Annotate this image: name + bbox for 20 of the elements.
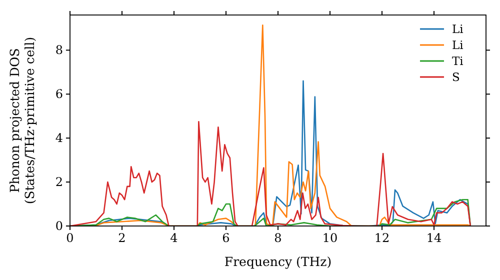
y-tick-label: 4 xyxy=(55,131,64,146)
x-tick-label: 8 xyxy=(274,231,282,245)
y-tick-label: 0 xyxy=(55,219,63,233)
x-tick-label: 0 xyxy=(66,231,74,245)
y-tick-label: 2 xyxy=(55,175,63,190)
x-tick-label: 4 xyxy=(170,231,178,245)
y-axis-title: Phonon projected DOS (States/THz·primitive cell) xyxy=(7,36,37,204)
y-tick-label: 8 xyxy=(55,43,63,58)
x-tick-label: 14 xyxy=(426,231,442,245)
y-tick-label: 6 xyxy=(55,87,63,102)
legend-label: Li xyxy=(452,38,464,52)
x-axis-title: Frequency (THz) xyxy=(224,254,332,269)
x-tick-label: 10 xyxy=(322,231,338,245)
line-series xyxy=(70,120,472,226)
x-tick-label: 6 xyxy=(222,231,230,245)
legend-label: Ti xyxy=(452,54,464,68)
legend-label: S xyxy=(452,70,460,84)
x-tick-label: 2 xyxy=(118,231,126,245)
legend-label: Li xyxy=(452,22,464,36)
x-tick-label: 12 xyxy=(374,231,390,245)
